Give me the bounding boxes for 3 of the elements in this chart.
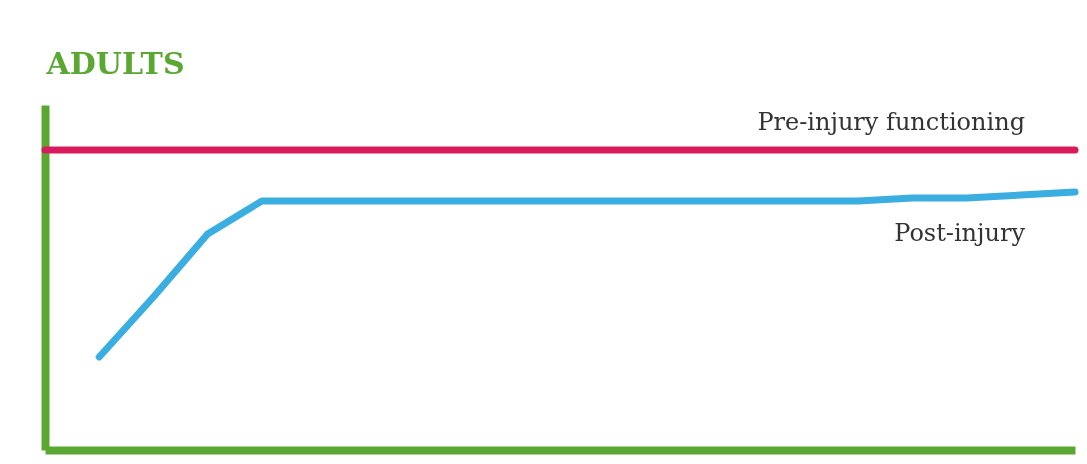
series-label: Post-injury — [894, 219, 1026, 247]
series-label: Pre-injury functioning — [757, 108, 1025, 136]
chart-title: ADULTS — [45, 46, 185, 81]
